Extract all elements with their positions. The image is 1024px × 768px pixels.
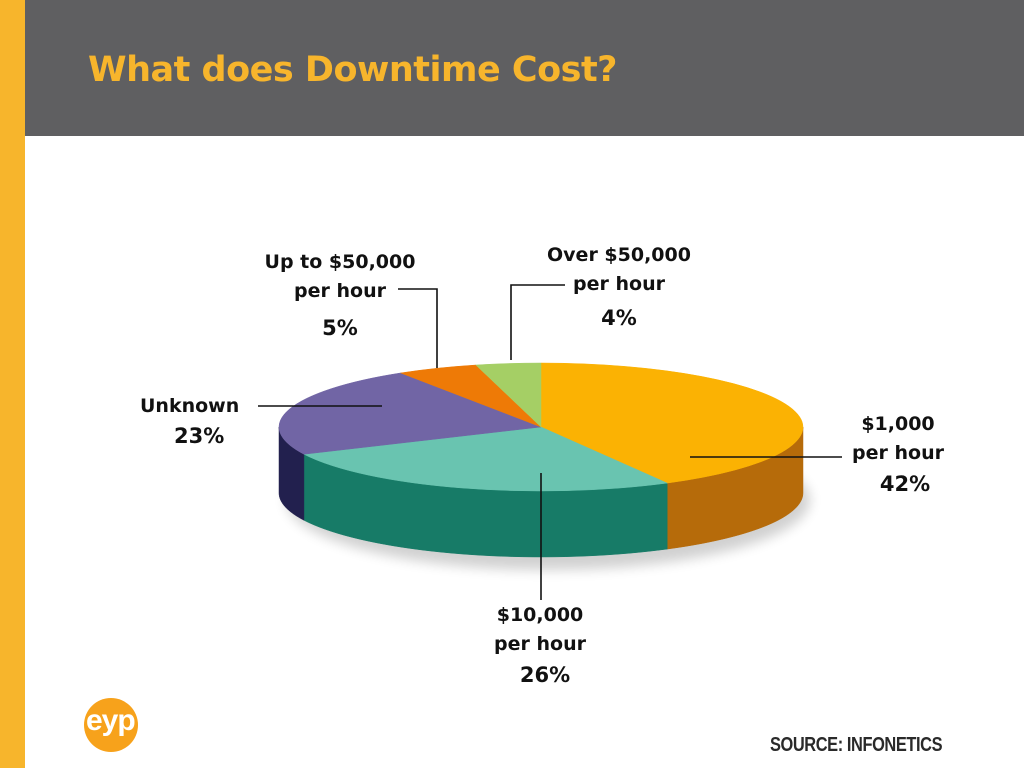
slice-label-over-50000: Over $50,000 per hour 4% [534, 241, 704, 333]
slice-label-10000-line1: $10,000 [496, 604, 584, 626]
title-header-bar [25, 0, 1024, 136]
leader-lines [258, 284, 842, 600]
slice-label-unknown-pct: 23% [174, 424, 225, 448]
logo-text: eyp [86, 704, 136, 737]
slice-label-1000-pct: 42% [879, 472, 931, 496]
slice-label-up-to-50000-line2: per hour [294, 280, 386, 302]
slice-label-over-50000-line2: per hour [573, 273, 665, 295]
slice-label-10000-line2: per hour [494, 633, 586, 655]
slice-label-up-to-50000: Up to $50,000 per hour 5% [252, 248, 428, 343]
slice-label-1000-line2: per hour [852, 442, 944, 464]
slice-label-10000-pct: 26% [519, 663, 571, 687]
pie-slice-1000 [540, 362, 804, 484]
slice-label-unknown-line1: Unknown [140, 395, 240, 417]
slice-label-1000: $1,000 per hour 42% [846, 410, 950, 499]
slice-label-over-50000-line1: Over $50,000 [547, 244, 691, 266]
slice-label-10000: $10,000 per hour 26% [484, 601, 596, 690]
pie-slice-unknown [278, 372, 542, 455]
source-note: SOURCE: INFONETICS [770, 734, 943, 756]
slice-label-over-50000-pct: 4% [601, 306, 637, 330]
slice-label-up-to-50000-pct: 5% [322, 316, 358, 340]
slice-label-1000-line1: $1,000 [861, 413, 935, 435]
slice-label-unknown: Unknown 23% [140, 391, 264, 451]
slice-label-up-to-50000-line1: Up to $50,000 [264, 251, 416, 273]
accent-side-bar [0, 0, 25, 768]
leader-over-50000 [510, 284, 565, 360]
eyp-logo: eyp [84, 698, 138, 752]
leader-up-to-50000 [398, 288, 438, 368]
slide-title: What does Downtime Cost? [88, 50, 617, 90]
logo-circle [84, 698, 138, 752]
pie-slice-10000 [303, 426, 669, 492]
pie-slice-over-50000 [475, 362, 542, 428]
pie-tops [278, 362, 804, 492]
